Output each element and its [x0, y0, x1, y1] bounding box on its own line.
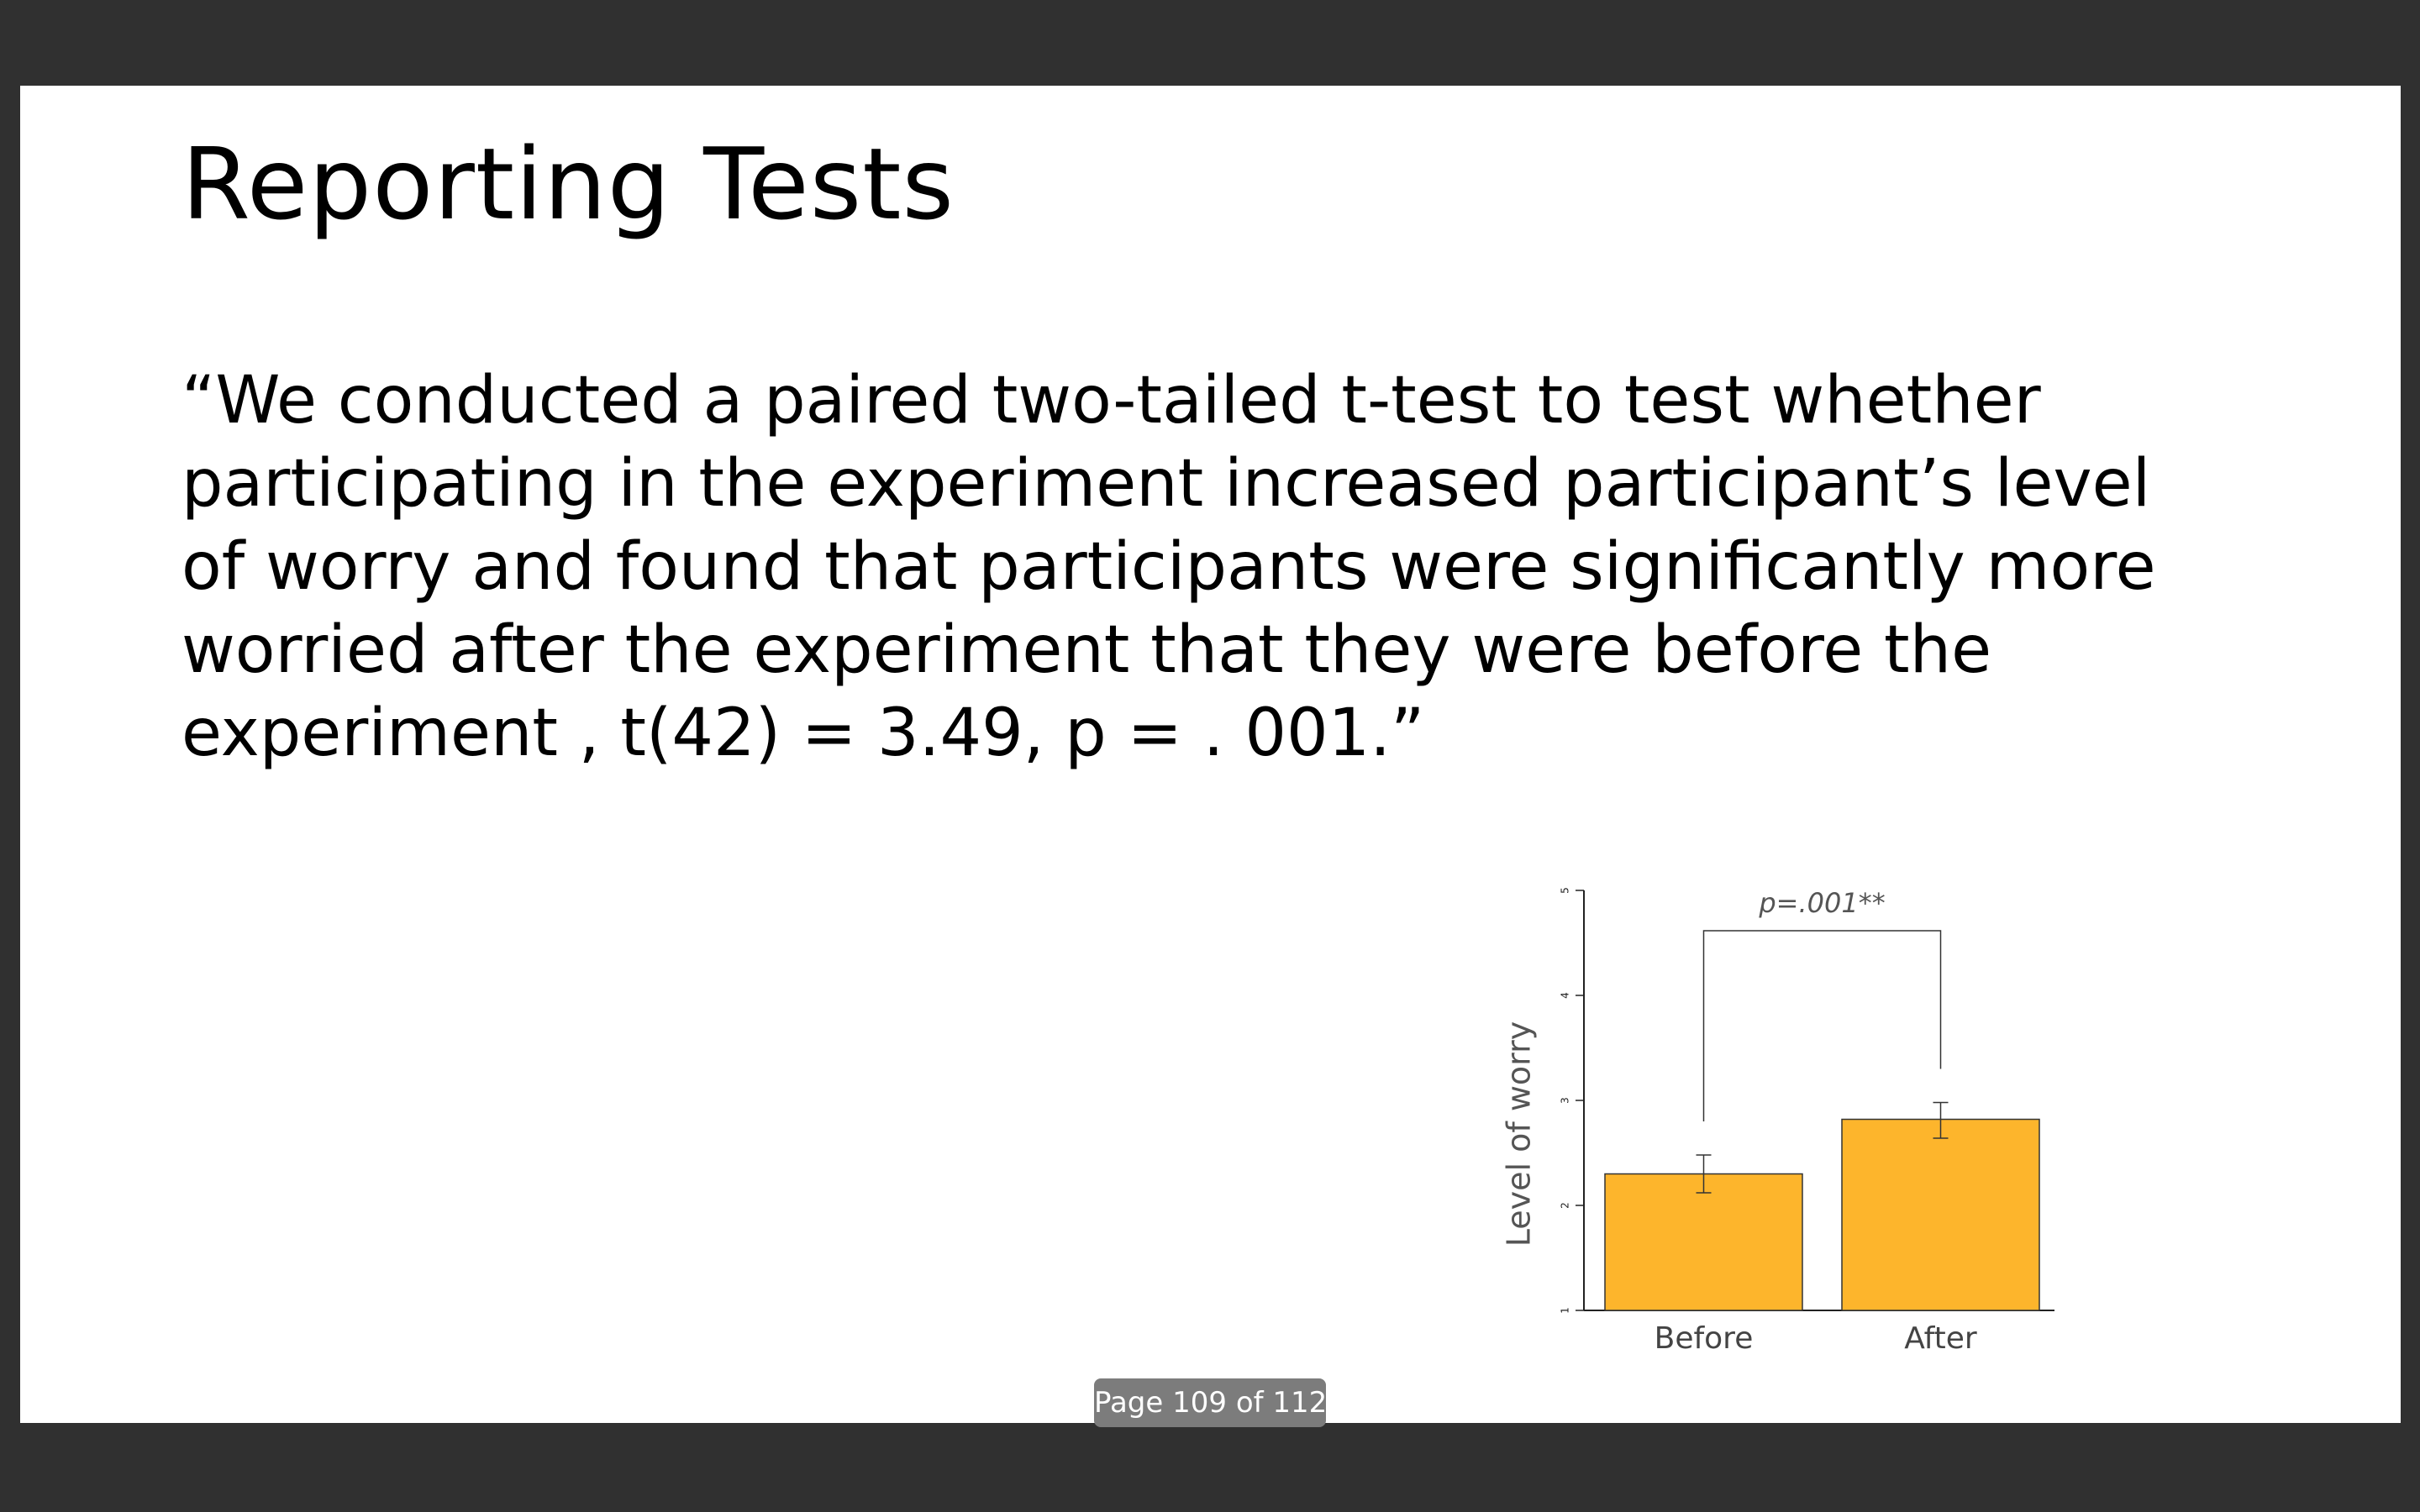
- body-line: of worry and found that participants wer…: [182, 529, 2156, 605]
- chart-svg: 1 2 3 4 5 Level of worry Before After p=.001**: [1501, 887, 2054, 1356]
- y-tick-label: 4: [1560, 992, 1571, 999]
- body-line: experiment , t(42) = 3.49, p = . 001.”: [182, 696, 1425, 771]
- significance-bracket: [1702, 930, 1942, 1121]
- bar-after: [1841, 1118, 2040, 1311]
- slide-title: Reporting Tests: [182, 126, 955, 242]
- y-axis-label: Level of worry: [1501, 1021, 1538, 1247]
- x-tick-label: Before: [1655, 1321, 1754, 1356]
- bar-before: [1604, 1173, 1803, 1311]
- page-indicator: Page 109 of 112: [1094, 1378, 1327, 1427]
- body-line: participating in the experiment increase…: [182, 446, 2151, 522]
- body-line: “We conducted a paired two-tailed t-test…: [182, 363, 2041, 438]
- y-tick-label: 3: [1560, 1097, 1571, 1104]
- significance-label: p=.001**: [1758, 887, 1885, 919]
- body-line: worried after the experiment that they w…: [182, 612, 1992, 688]
- y-tick-label: 5: [1560, 887, 1571, 894]
- x-tick-label: After: [1904, 1321, 1977, 1356]
- slide-body-text: “We conducted a paired two-tailed t-test…: [182, 360, 2333, 775]
- y-tick-label: 1: [1560, 1307, 1571, 1314]
- y-tick-label: 2: [1560, 1202, 1571, 1209]
- worry-bar-chart: 1 2 3 4 5 Level of worry Before After p=.001**: [1462, 790, 2067, 1378]
